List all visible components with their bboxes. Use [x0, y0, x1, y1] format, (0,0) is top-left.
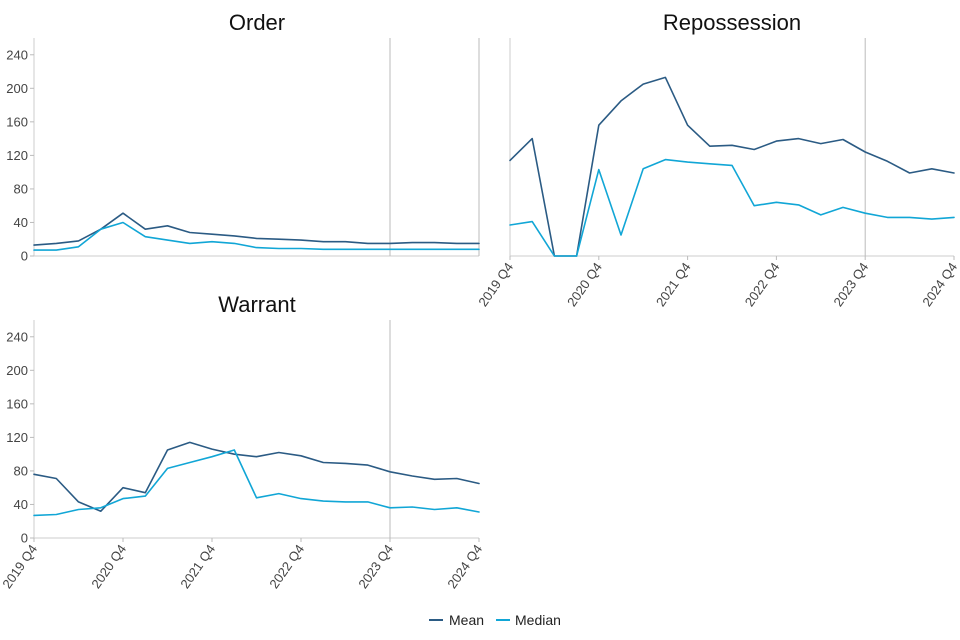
repossession-panel-title: Repossession: [663, 10, 801, 35]
repossession-x-tick-label: 2021 Q4: [653, 260, 694, 309]
legend-label-median: Median: [515, 612, 561, 628]
warrant-y-tick-label: 120: [6, 430, 28, 445]
order-series-median-line: [33, 221, 480, 251]
repossession-x-tick-label: 2020 Q4: [564, 260, 605, 309]
warrant-panel-title: Warrant: [218, 292, 295, 317]
repossession-x-tick-label: 2024 Q4: [919, 260, 960, 309]
warrant-x-tick-label: 2024 Q4: [444, 542, 485, 591]
order-panel-title: Order: [229, 10, 285, 35]
warrant-y-tick-label: 0: [21, 531, 28, 546]
order-y-tick-label: 240: [6, 47, 28, 62]
warrant-x-tick-label: 2022 Q4: [266, 542, 307, 591]
warrant-x-tick-label: 2019 Q4: [0, 542, 40, 591]
order-y-tick-label: 200: [6, 81, 28, 96]
warrant-y-tick-label: 40: [14, 497, 28, 512]
warrant-x-tick-label: 2021 Q4: [177, 542, 218, 591]
warrant-y-tick-label: 240: [6, 329, 28, 344]
warrant-x-tick-label: 2023 Q4: [355, 542, 396, 591]
warrant-x-tick-label: 2020 Q4: [88, 542, 129, 591]
warrant-series-median-line: [33, 449, 480, 517]
warrant-y-tick-label: 160: [6, 396, 28, 411]
order-y-tick-label: 40: [14, 215, 28, 230]
order-series-mean-line: [33, 212, 480, 246]
order-y-tick-label: 0: [21, 249, 28, 264]
warrant-y-tick-label: 200: [6, 363, 28, 378]
order-y-tick-label: 80: [14, 181, 28, 196]
warrant-series-mean-line: [33, 441, 480, 513]
repossession-x-tick-label: 2022 Q4: [742, 260, 783, 309]
order-y-tick-label: 160: [6, 114, 28, 129]
repossession-x-tick-label: 2023 Q4: [830, 260, 871, 309]
repossession-series-median-line: [509, 158, 955, 257]
legend-label-mean: Mean: [449, 612, 484, 628]
warrant-y-tick-label: 80: [14, 463, 28, 478]
repossession-series-mean-line: [509, 76, 955, 257]
order-y-tick-label: 120: [6, 148, 28, 163]
repossession-x-tick-label: 2019 Q4: [475, 260, 516, 309]
